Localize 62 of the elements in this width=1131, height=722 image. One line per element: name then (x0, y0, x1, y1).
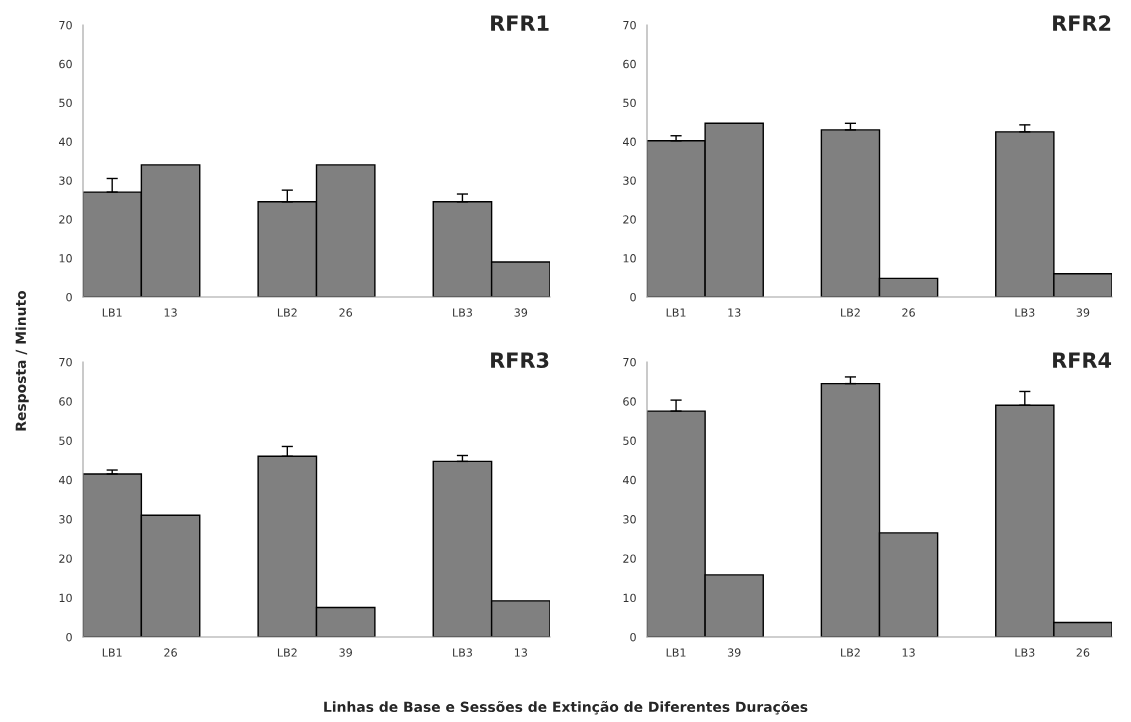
y-tick-label: 30 (59, 515, 72, 524)
chart-title: RFR2 (1053, 15, 1111, 31)
x-tick-label: LB2 (277, 648, 297, 657)
x-tick-label: 26 (164, 648, 177, 657)
x-tick-label: 13 (514, 648, 527, 657)
y-tick-label: 20 (59, 215, 72, 224)
y-tick-label: 10 (59, 254, 72, 263)
x-tick-label: LB1 (102, 308, 122, 317)
y-tick-label: 60 (623, 397, 636, 406)
x-tick-label: LB3 (453, 308, 472, 317)
y-tick-label: 0 (630, 292, 636, 302)
y-tick-label: 50 (59, 436, 72, 445)
x-tick-label: LB3 (453, 648, 472, 657)
x-tick-label: 13 (164, 308, 177, 317)
chart-title: RFR1 (491, 15, 549, 31)
y-tick-label: 40 (622, 475, 636, 485)
y-tick-label: 60 (59, 397, 72, 406)
y-tick-label: 40 (58, 475, 72, 485)
y-tick-label: 40 (622, 137, 636, 146)
x-tick-label: LB3 (1015, 648, 1035, 657)
y-tick-label: 70 (623, 357, 636, 367)
y-tick-label: 30 (59, 176, 72, 185)
y-tick-label: 20 (59, 554, 72, 563)
x-tick-label: LB1 (102, 648, 122, 657)
y-tick-label: 20 (623, 554, 636, 563)
x-tick-label: 39 (727, 648, 741, 657)
x-tick-label: LB1 (666, 648, 686, 657)
x-axis-title: Linhas de Base e Sessões de Extinção de Diferentes Durações (324, 701, 808, 715)
x-tick-label: 26 (1076, 648, 1090, 657)
x-tick-label: 13 (902, 648, 915, 657)
y-tick-label: 70 (623, 20, 636, 30)
chart-title: RFR4 (1053, 352, 1112, 368)
y-tick-label: 50 (623, 98, 636, 108)
y-tick-label: 10 (623, 593, 636, 603)
x-tick-label: LB2 (841, 308, 860, 317)
x-tick-label: LB3 (1015, 308, 1035, 317)
y-tick-label: 30 (623, 176, 636, 185)
x-tick-label: LB1 (666, 308, 686, 317)
y-tick-label: 40 (58, 137, 72, 146)
y-axis-title: Resposta / Minuto (15, 290, 29, 431)
x-tick-label: 26 (339, 308, 353, 317)
x-tick-label: 39 (339, 648, 352, 657)
y-tick-label: 60 (59, 59, 72, 69)
y-tick-label: 50 (59, 98, 72, 108)
x-tick-label: LB2 (841, 648, 860, 657)
y-tick-label: 10 (623, 254, 636, 263)
y-tick-label: 30 (623, 515, 636, 524)
y-tick-label: 0 (66, 292, 72, 302)
y-tick-label: 70 (59, 20, 72, 30)
y-tick-label: 70 (59, 357, 72, 367)
x-tick-label: 26 (902, 308, 915, 317)
x-tick-label: 39 (1076, 308, 1090, 317)
y-tick-label: 10 (59, 593, 72, 603)
y-tick-label: 50 (623, 436, 636, 445)
y-tick-label: 0 (630, 632, 636, 642)
chart-title: RFR3 (491, 352, 549, 369)
x-tick-label: 39 (514, 308, 528, 317)
y-tick-label: 20 (623, 215, 636, 224)
x-tick-label: LB2 (277, 308, 297, 317)
y-tick-label: 0 (66, 632, 72, 642)
x-tick-label: 13 (728, 308, 741, 317)
y-tick-label: 60 (623, 59, 636, 69)
